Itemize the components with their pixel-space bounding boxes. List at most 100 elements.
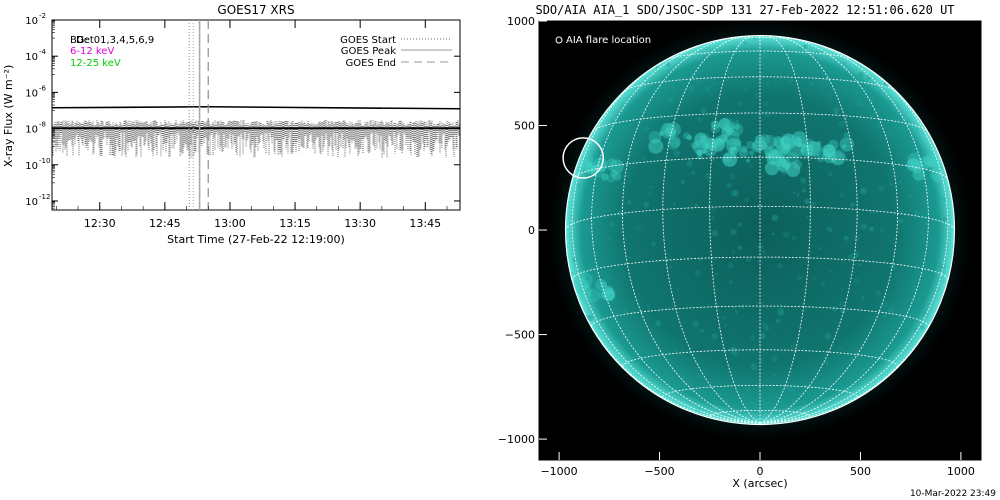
disk-texture-patch (591, 159, 598, 166)
disk-texture-patch (854, 357, 859, 362)
disk-texture-patch (824, 360, 829, 365)
disk-texture-patch (651, 241, 654, 244)
disk-texture-patch (829, 270, 832, 273)
disk-texture-patch (746, 386, 750, 390)
disk-texture-patch (897, 218, 904, 224)
disk-texture-patch (711, 216, 715, 220)
active-region-patch (578, 288, 587, 297)
goes-marker-lines (188, 20, 209, 210)
disk-texture-patch (757, 77, 761, 82)
aia-y-tick-label: −1000 (498, 433, 535, 446)
active-region-patch (785, 162, 801, 177)
disk-texture-patch (884, 130, 892, 138)
disk-texture-patch (766, 82, 770, 86)
disk-texture-patch (843, 132, 849, 138)
legend-goes-start: GOES Start (340, 35, 396, 46)
active-region-patch (725, 138, 742, 154)
disk-texture-patch (694, 203, 699, 208)
disk-texture-patch (608, 236, 612, 240)
goes-y-tick-label: 10 (25, 52, 38, 63)
disk-texture-patch (690, 281, 693, 284)
latitude-line (709, 410, 811, 417)
active-region-patch (666, 122, 682, 137)
disk-texture-patch (759, 359, 764, 363)
active-region-patch (733, 138, 742, 147)
disk-texture-patch (889, 239, 892, 242)
active-region-patch (580, 292, 588, 300)
disk-texture-patch (631, 339, 635, 343)
disk-texture-patch (711, 81, 718, 88)
active-region-patch (607, 166, 612, 171)
disk-texture-patch (865, 74, 872, 80)
aia-x-tick-label: 1000 (947, 465, 975, 478)
active-region-patch (764, 160, 780, 176)
goes-y-tick-exponent: -2 (39, 12, 46, 20)
disk-texture-patch (889, 263, 897, 271)
active-region-patch (831, 158, 837, 163)
legend-bg-label: BG: (70, 35, 88, 46)
disk-texture-patch (798, 395, 803, 400)
goes-x-tick-label: 12:45 (149, 217, 181, 230)
active-region-patch (603, 285, 614, 296)
disk-texture-patch (733, 136, 740, 143)
disk-texture-patch (819, 247, 822, 250)
aia-y-tick-label: −500 (505, 329, 535, 342)
goes-y-tick-label: 10 (25, 125, 38, 136)
disk-texture-patch (800, 177, 807, 184)
legend-goes-end: GOES End (346, 58, 396, 69)
active-region-patch (907, 152, 922, 167)
disk-texture-patch (776, 71, 780, 74)
disk-texture-patch (843, 235, 849, 241)
active-region-patch (612, 171, 622, 181)
disk-texture-patch (759, 332, 766, 340)
disk-texture-patch (814, 50, 820, 56)
disk-texture-patch (743, 41, 747, 45)
disk-texture-patch (850, 202, 855, 207)
aia-x-axis: −1000 −500 0 500 1000 (540, 452, 975, 478)
disk-texture-patch (812, 276, 817, 281)
disk-texture-patch (627, 172, 632, 176)
disk-texture-patch (729, 173, 736, 180)
disk-texture-patch (771, 214, 779, 222)
active-region-patch (787, 152, 799, 165)
disk-texture-patch (634, 224, 642, 232)
disk-texture-patch (831, 306, 838, 313)
goes-y-tick-exponent: -4 (39, 48, 47, 56)
disk-texture-patch (790, 343, 795, 349)
disk-texture-patch (710, 207, 717, 213)
disk-texture-patch (726, 183, 732, 188)
disk-texture-patch (575, 183, 581, 188)
disk-texture-patch (783, 49, 787, 52)
active-region-patch (722, 136, 729, 143)
disk-texture-patch (880, 229, 885, 234)
active-region-patch (609, 159, 624, 174)
active-region-patch (731, 146, 737, 153)
active-region-patch (725, 127, 734, 136)
disk-texture-patch (826, 226, 831, 231)
disk-texture-patch (666, 62, 671, 67)
active-region-patch (607, 174, 616, 183)
disk-texture-patch (700, 328, 704, 333)
disk-texture-patch (887, 99, 893, 105)
disk-texture-patch (787, 385, 794, 393)
longitude-line (759, 35, 811, 424)
disk-texture-patch (820, 77, 825, 82)
disk-texture-patch (889, 183, 893, 187)
disk-texture-patch (730, 228, 737, 236)
disk-texture-patch (646, 304, 651, 308)
disk-texture-patch (875, 124, 881, 130)
aia-x-axis-label: X (arcsec) (732, 477, 787, 490)
disk-texture-patch (647, 192, 651, 196)
aia-x-tick-label: −500 (644, 465, 674, 478)
active-region-patch (660, 122, 677, 139)
disk-texture-patch (744, 197, 749, 202)
active-region-patch (722, 151, 738, 167)
disk-texture-patch (602, 297, 608, 303)
disk-texture-patch (915, 128, 919, 132)
active-region-patch (586, 289, 601, 303)
active-region-patch (906, 158, 920, 172)
aia-legend-text: AIA flare location (566, 35, 651, 46)
disk-texture-patch (701, 381, 705, 385)
active-region-patch (824, 151, 832, 159)
